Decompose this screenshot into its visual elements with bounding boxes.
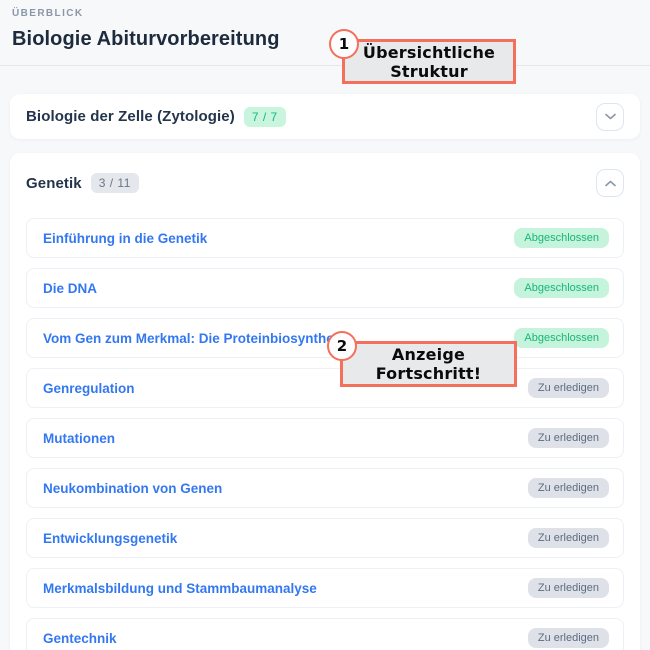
status-badge: Zu erledigen (527, 378, 609, 398)
lesson-link[interactable]: Die DNA (43, 280, 98, 296)
status-badge: Zu erledigen (527, 528, 609, 548)
chevron-up-icon (604, 180, 616, 187)
lesson-link[interactable]: Merkmalsbildung und Stammbaumanalyse (43, 580, 317, 596)
status-badge: Abgeschlossen (514, 278, 609, 298)
breadcrumb-eyebrow: ÜBERBLICK (12, 8, 84, 19)
page-header: ÜBERBLICK Biologie Abiturvorbereitung (0, 0, 650, 51)
lesson-list: Einführung in die Genetik Abgeschlossen … (26, 218, 624, 650)
lesson-row: Vom Gen zum Merkmal: Die Proteinbiosynth… (26, 318, 624, 358)
section-title: Genetik (26, 174, 82, 192)
lesson-link[interactable]: Vom Gen zum Merkmal: Die Proteinbiosynth… (43, 330, 349, 346)
lesson-row: Einführung in die Genetik Abgeschlossen (26, 218, 624, 258)
status-badge: Zu erledigen (527, 578, 609, 598)
section-title: Biologie der Zelle (Zytologie) (26, 108, 235, 125)
lesson-link[interactable]: Genregulation (43, 380, 135, 396)
lesson-row: Merkmalsbildung und Stammbaumanalyse Zu … (26, 568, 624, 608)
lesson-link[interactable]: Neukombination von Genen (43, 480, 223, 496)
page-title: Biologie Abiturvorbereitung (12, 28, 280, 50)
section-progress-badge: 3 / 11 (90, 173, 139, 193)
section-card-zytologie[interactable]: Biologie der Zelle (Zytologie) 7 / 7 (10, 94, 640, 139)
status-badge: Abgeschlossen (514, 328, 609, 348)
lesson-link[interactable]: Gentechnik (43, 630, 117, 646)
expand-section-button[interactable] (596, 102, 624, 131)
header-divider (0, 65, 650, 66)
lesson-row: Mutationen Zu erledigen (26, 418, 624, 458)
status-badge: Zu erledigen (527, 428, 609, 448)
status-badge: Zu erledigen (527, 628, 609, 648)
lesson-link[interactable]: Einführung in die Genetik (43, 230, 208, 246)
section-progress-badge: 7 / 7 (243, 106, 286, 127)
lesson-row: Genregulation Zu erledigen (26, 368, 624, 408)
status-badge: Zu erledigen (527, 478, 609, 498)
lesson-row: Die DNA Abgeschlossen (26, 268, 624, 308)
section-card-genetik: Genetik 3 / 11 Einführung in die Genetik… (10, 153, 640, 650)
lesson-link[interactable]: Mutationen (43, 430, 115, 446)
lesson-row: Entwicklungsgenetik Zu erledigen (26, 518, 624, 558)
chevron-down-icon (604, 113, 616, 120)
lesson-link[interactable]: Entwicklungsgenetik (43, 530, 178, 546)
course-sections: Biologie der Zelle (Zytologie) 7 / 7 Gen… (0, 94, 650, 650)
lesson-row: Gentechnik Zu erledigen (26, 618, 624, 650)
status-badge: Abgeschlossen (514, 228, 609, 248)
lesson-row: Neukombination von Genen Zu erledigen (26, 468, 624, 508)
collapse-section-button[interactable] (596, 169, 624, 197)
